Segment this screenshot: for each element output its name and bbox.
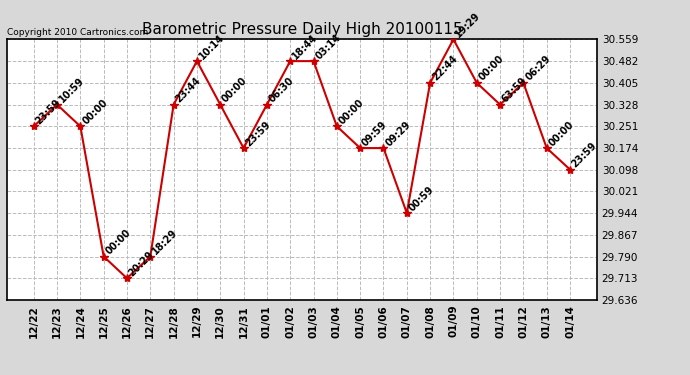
Text: 00:00: 00:00 [80,98,109,126]
Text: 19:29: 19:29 [453,10,482,39]
Text: 00:00: 00:00 [220,76,249,105]
Text: 18:29: 18:29 [150,227,179,256]
Title: Barometric Pressure Daily High 20100115: Barometric Pressure Daily High 20100115 [141,22,462,37]
Text: 00:59: 00:59 [407,184,436,213]
Text: 20:29: 20:29 [127,249,156,278]
Text: 10:59: 10:59 [57,76,86,105]
Text: 18:44: 18:44 [290,32,319,61]
Text: 09:29: 09:29 [384,119,413,148]
Text: 23:59: 23:59 [570,141,599,170]
Text: 09:59: 09:59 [360,119,389,148]
Text: 23:59: 23:59 [34,98,63,126]
Text: 06:29: 06:29 [524,54,553,83]
Text: 22:44: 22:44 [430,54,459,83]
Text: 00:00: 00:00 [477,54,506,83]
Text: 23:59: 23:59 [244,119,273,148]
Text: 00:00: 00:00 [104,228,132,256]
Text: 03:14: 03:14 [313,32,342,61]
Text: 63:59: 63:59 [500,76,529,105]
Text: 06:30: 06:30 [267,76,296,105]
Text: 00:00: 00:00 [546,119,575,148]
Text: 10:14: 10:14 [197,32,226,61]
Text: Copyright 2010 Cartronics.com: Copyright 2010 Cartronics.com [7,28,148,37]
Text: 00:00: 00:00 [337,98,366,126]
Text: 23:44: 23:44 [174,76,203,105]
